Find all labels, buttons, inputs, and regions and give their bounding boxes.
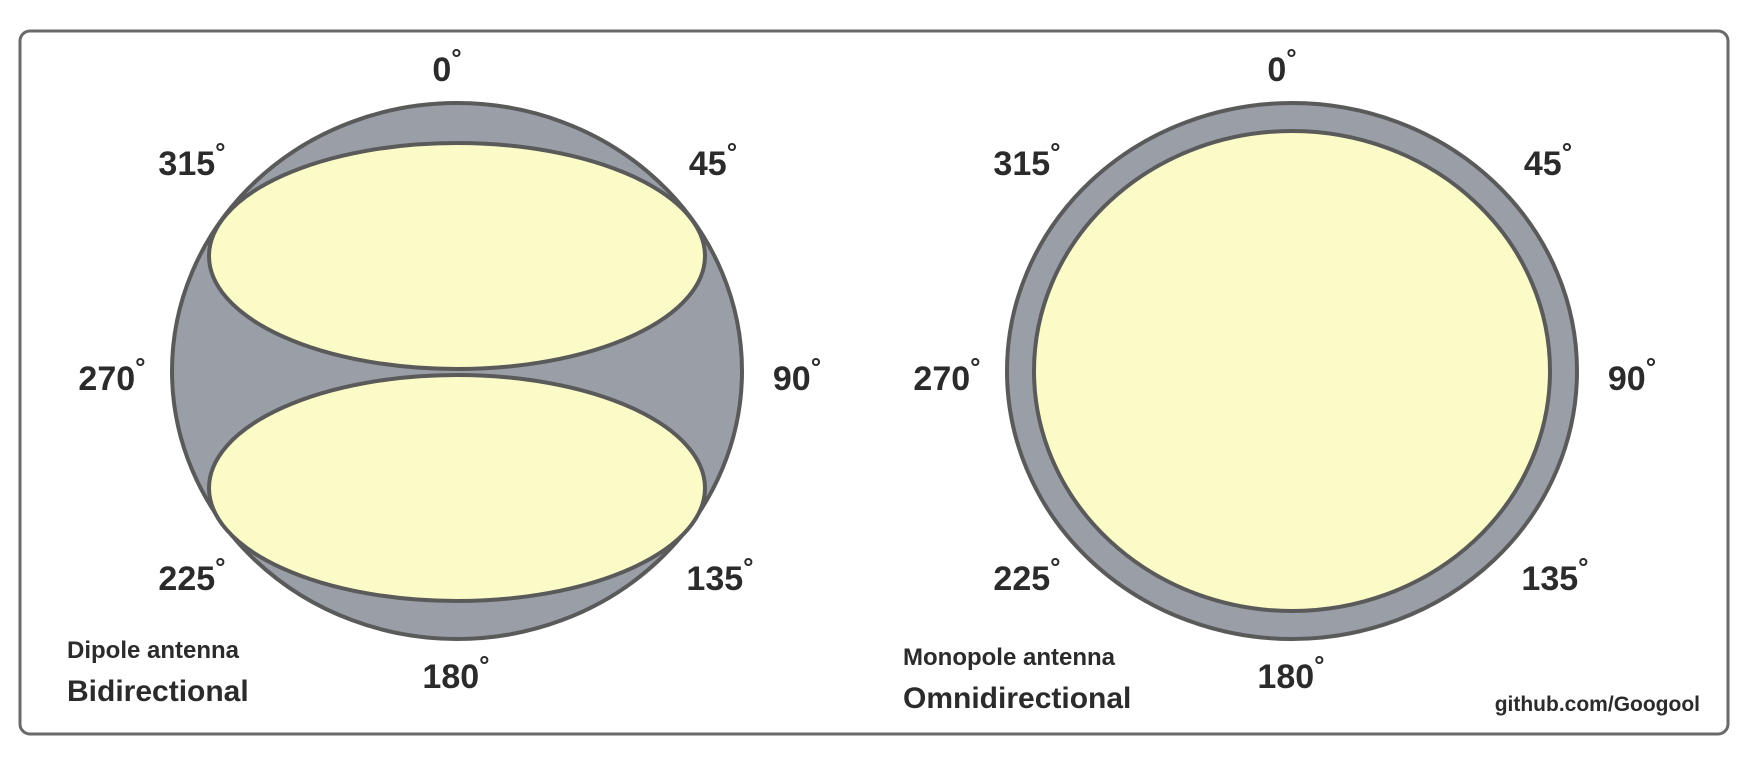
monopole-angle-90: 90° (1608, 352, 1656, 398)
monopole-angle-270: 270° (913, 352, 980, 398)
dipole-angle-225: 225° (158, 552, 225, 598)
monopole-inner-pattern (1032, 129, 1552, 613)
dipole-angle-90: 90° (773, 352, 821, 398)
monopole-angle-135: 135° (1521, 552, 1588, 598)
monopole-diagram: 0° 45° 90° 135° 180° 225° 270° 315° Mono… (903, 43, 1656, 715)
dipole-angle-315: 315° (158, 137, 225, 183)
credit-link[interactable]: github.com/Googool (1495, 693, 1700, 716)
dipole-angle-180: 180° (422, 650, 489, 696)
dipole-diagram: 0° 45° 90° 135° 180° 225° 270° 315° Dipo… (67, 43, 821, 708)
monopole-caption-pattern: Omnidirectional (903, 682, 1131, 715)
monopole-angle-315: 315° (993, 137, 1060, 183)
dipole-caption-pattern: Bidirectional (67, 675, 249, 708)
dipole-lower-lobe (207, 373, 707, 603)
monopole-angle-180: 180° (1257, 650, 1324, 696)
monopole-angle-225: 225° (993, 552, 1060, 598)
monopole-angle-45: 45° (1524, 137, 1572, 183)
dipole-upper-lobe (207, 141, 707, 371)
dipole-angle-0: 0° (432, 43, 461, 89)
dipole-angle-135: 135° (686, 552, 753, 598)
monopole-caption-type: Monopole antenna (903, 644, 1116, 671)
dipole-angle-45: 45° (689, 137, 737, 183)
monopole-angle-0: 0° (1267, 43, 1296, 89)
dipole-angle-270: 270° (78, 352, 145, 398)
dipole-caption-type: Dipole antenna (67, 637, 240, 664)
